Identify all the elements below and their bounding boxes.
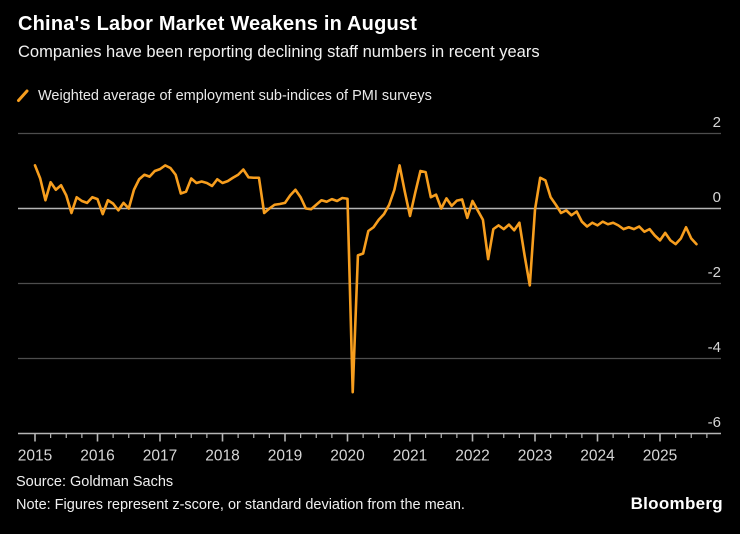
chart-subtitle: Companies have been reporting declining … bbox=[18, 43, 540, 61]
y-axis-label: -2 bbox=[708, 264, 721, 281]
bloomberg-logo: Bloomberg bbox=[630, 494, 723, 513]
x-axis-label: 2016 bbox=[80, 448, 114, 465]
x-axis-label: 2015 bbox=[18, 448, 52, 465]
x-axis-label: 2020 bbox=[330, 448, 365, 465]
y-axis-label: 2 bbox=[713, 114, 721, 131]
x-axis-label: 2018 bbox=[205, 448, 239, 465]
employment-index-line bbox=[33, 164, 698, 394]
x-axis-label: 2017 bbox=[143, 448, 177, 465]
y-axis-label: 0 bbox=[713, 189, 721, 206]
chart-title: China's Labor Market Weakens in August bbox=[18, 13, 418, 35]
x-axis-label: 2019 bbox=[268, 448, 302, 465]
x-axis-label: 2025 bbox=[643, 448, 677, 465]
source-line: Source: Goldman Sachs bbox=[16, 474, 174, 490]
x-axis-label: 2021 bbox=[393, 448, 427, 465]
y-axis-label: -4 bbox=[708, 339, 721, 356]
x-axis-label: 2023 bbox=[518, 448, 552, 465]
y-axis-label: -6 bbox=[708, 414, 721, 431]
legend-label: Weighted average of employment sub-indic… bbox=[38, 88, 432, 104]
note-line: Note: Figures represent z-score, or stan… bbox=[16, 497, 465, 513]
x-axis-label: 2022 bbox=[455, 448, 489, 465]
x-axis-label: 2024 bbox=[580, 448, 615, 465]
legend-slash-icon bbox=[17, 89, 29, 102]
legend-item: Weighted average of employment sub-indic… bbox=[15, 88, 432, 104]
